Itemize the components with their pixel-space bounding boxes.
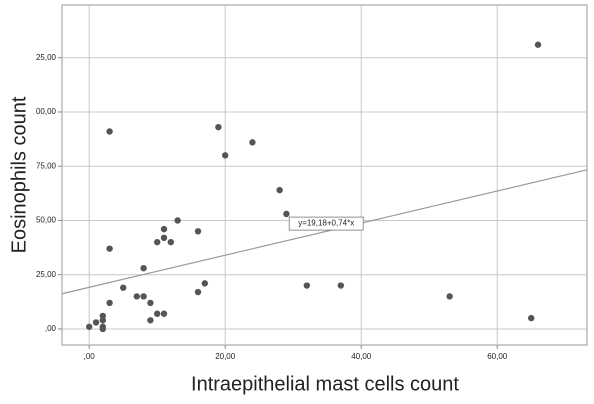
point: [106, 299, 113, 307]
point: [154, 310, 161, 317]
y-tick-label: 75,00: [36, 161, 57, 170]
point: [99, 325, 107, 333]
y-axis-label: Eosinophils count: [8, 96, 30, 253]
point: [215, 123, 222, 131]
point: [86, 323, 93, 330]
point: [160, 234, 168, 242]
point: [534, 41, 542, 48]
fit-label-box: [288, 216, 364, 231]
point: [201, 280, 209, 287]
point: [154, 238, 161, 246]
x-tick-label: 40,00: [351, 352, 372, 361]
point: [174, 217, 181, 224]
point: [120, 284, 127, 291]
fit-label: y=19,18+0,74*x: [298, 219, 354, 228]
point: [276, 186, 283, 194]
point: [528, 314, 535, 322]
plot-area: [61, 4, 588, 346]
x-tick-label: 20,00: [215, 352, 236, 361]
point: [283, 210, 290, 218]
point: [194, 228, 202, 235]
point: [147, 317, 154, 324]
y-tick-label: ,00: [45, 324, 57, 333]
point: [133, 293, 141, 300]
point: [92, 319, 100, 326]
point: [222, 152, 229, 159]
point: [99, 312, 107, 320]
point: [106, 245, 113, 252]
y-tick-label: 50,00: [36, 216, 57, 225]
point: [140, 264, 147, 272]
point: [337, 282, 345, 289]
fit-line: [61, 169, 588, 295]
point: [160, 310, 168, 317]
x-axis-label: Intraepithelial mast cells count: [191, 373, 459, 395]
point: [167, 238, 175, 246]
point: [106, 128, 113, 135]
point: [194, 288, 202, 296]
point: [140, 293, 147, 300]
y-tick-label: 25,00: [36, 53, 57, 62]
y-tick-label: 00,00: [36, 107, 57, 116]
point: [303, 282, 311, 289]
point: [446, 293, 453, 300]
x-tick-label: ,00: [84, 352, 96, 361]
point: [249, 139, 256, 146]
point: [147, 299, 154, 307]
point: [160, 225, 168, 233]
x-tick-label: 60,00: [487, 352, 508, 361]
y-tick-label: 25,00: [36, 270, 57, 279]
